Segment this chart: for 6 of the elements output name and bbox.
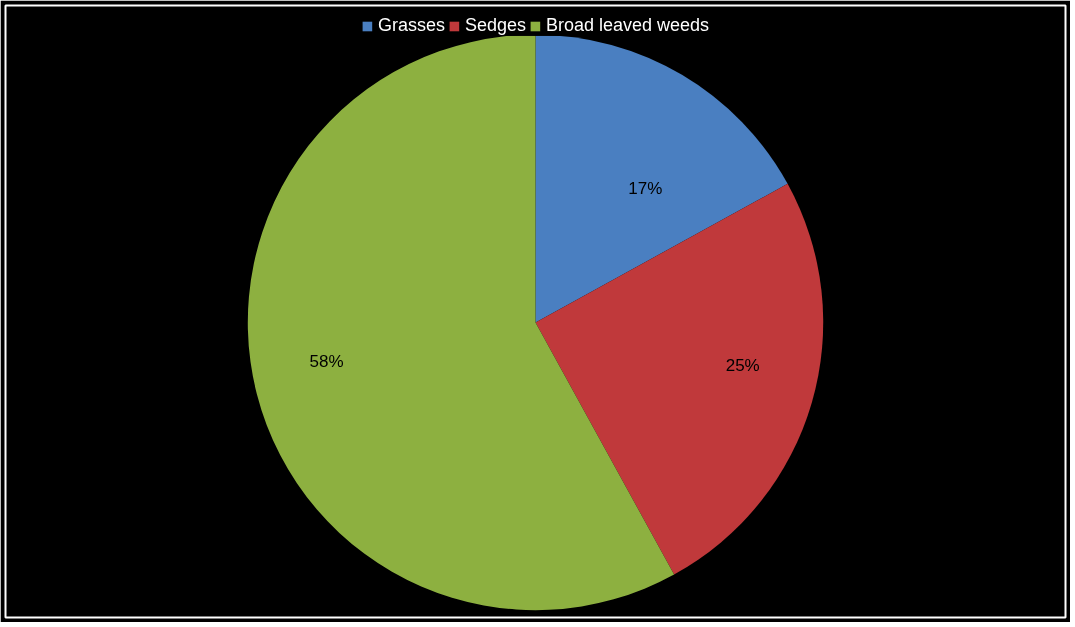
legend-label: Sedges <box>464 15 526 36</box>
data-label: 25% <box>725 356 760 376</box>
legend-label: Grasses <box>377 15 445 36</box>
data-label: 17% <box>628 178 663 198</box>
data-label: 58% <box>309 351 344 371</box>
legend-label: Broad leaved weeds <box>545 15 710 36</box>
